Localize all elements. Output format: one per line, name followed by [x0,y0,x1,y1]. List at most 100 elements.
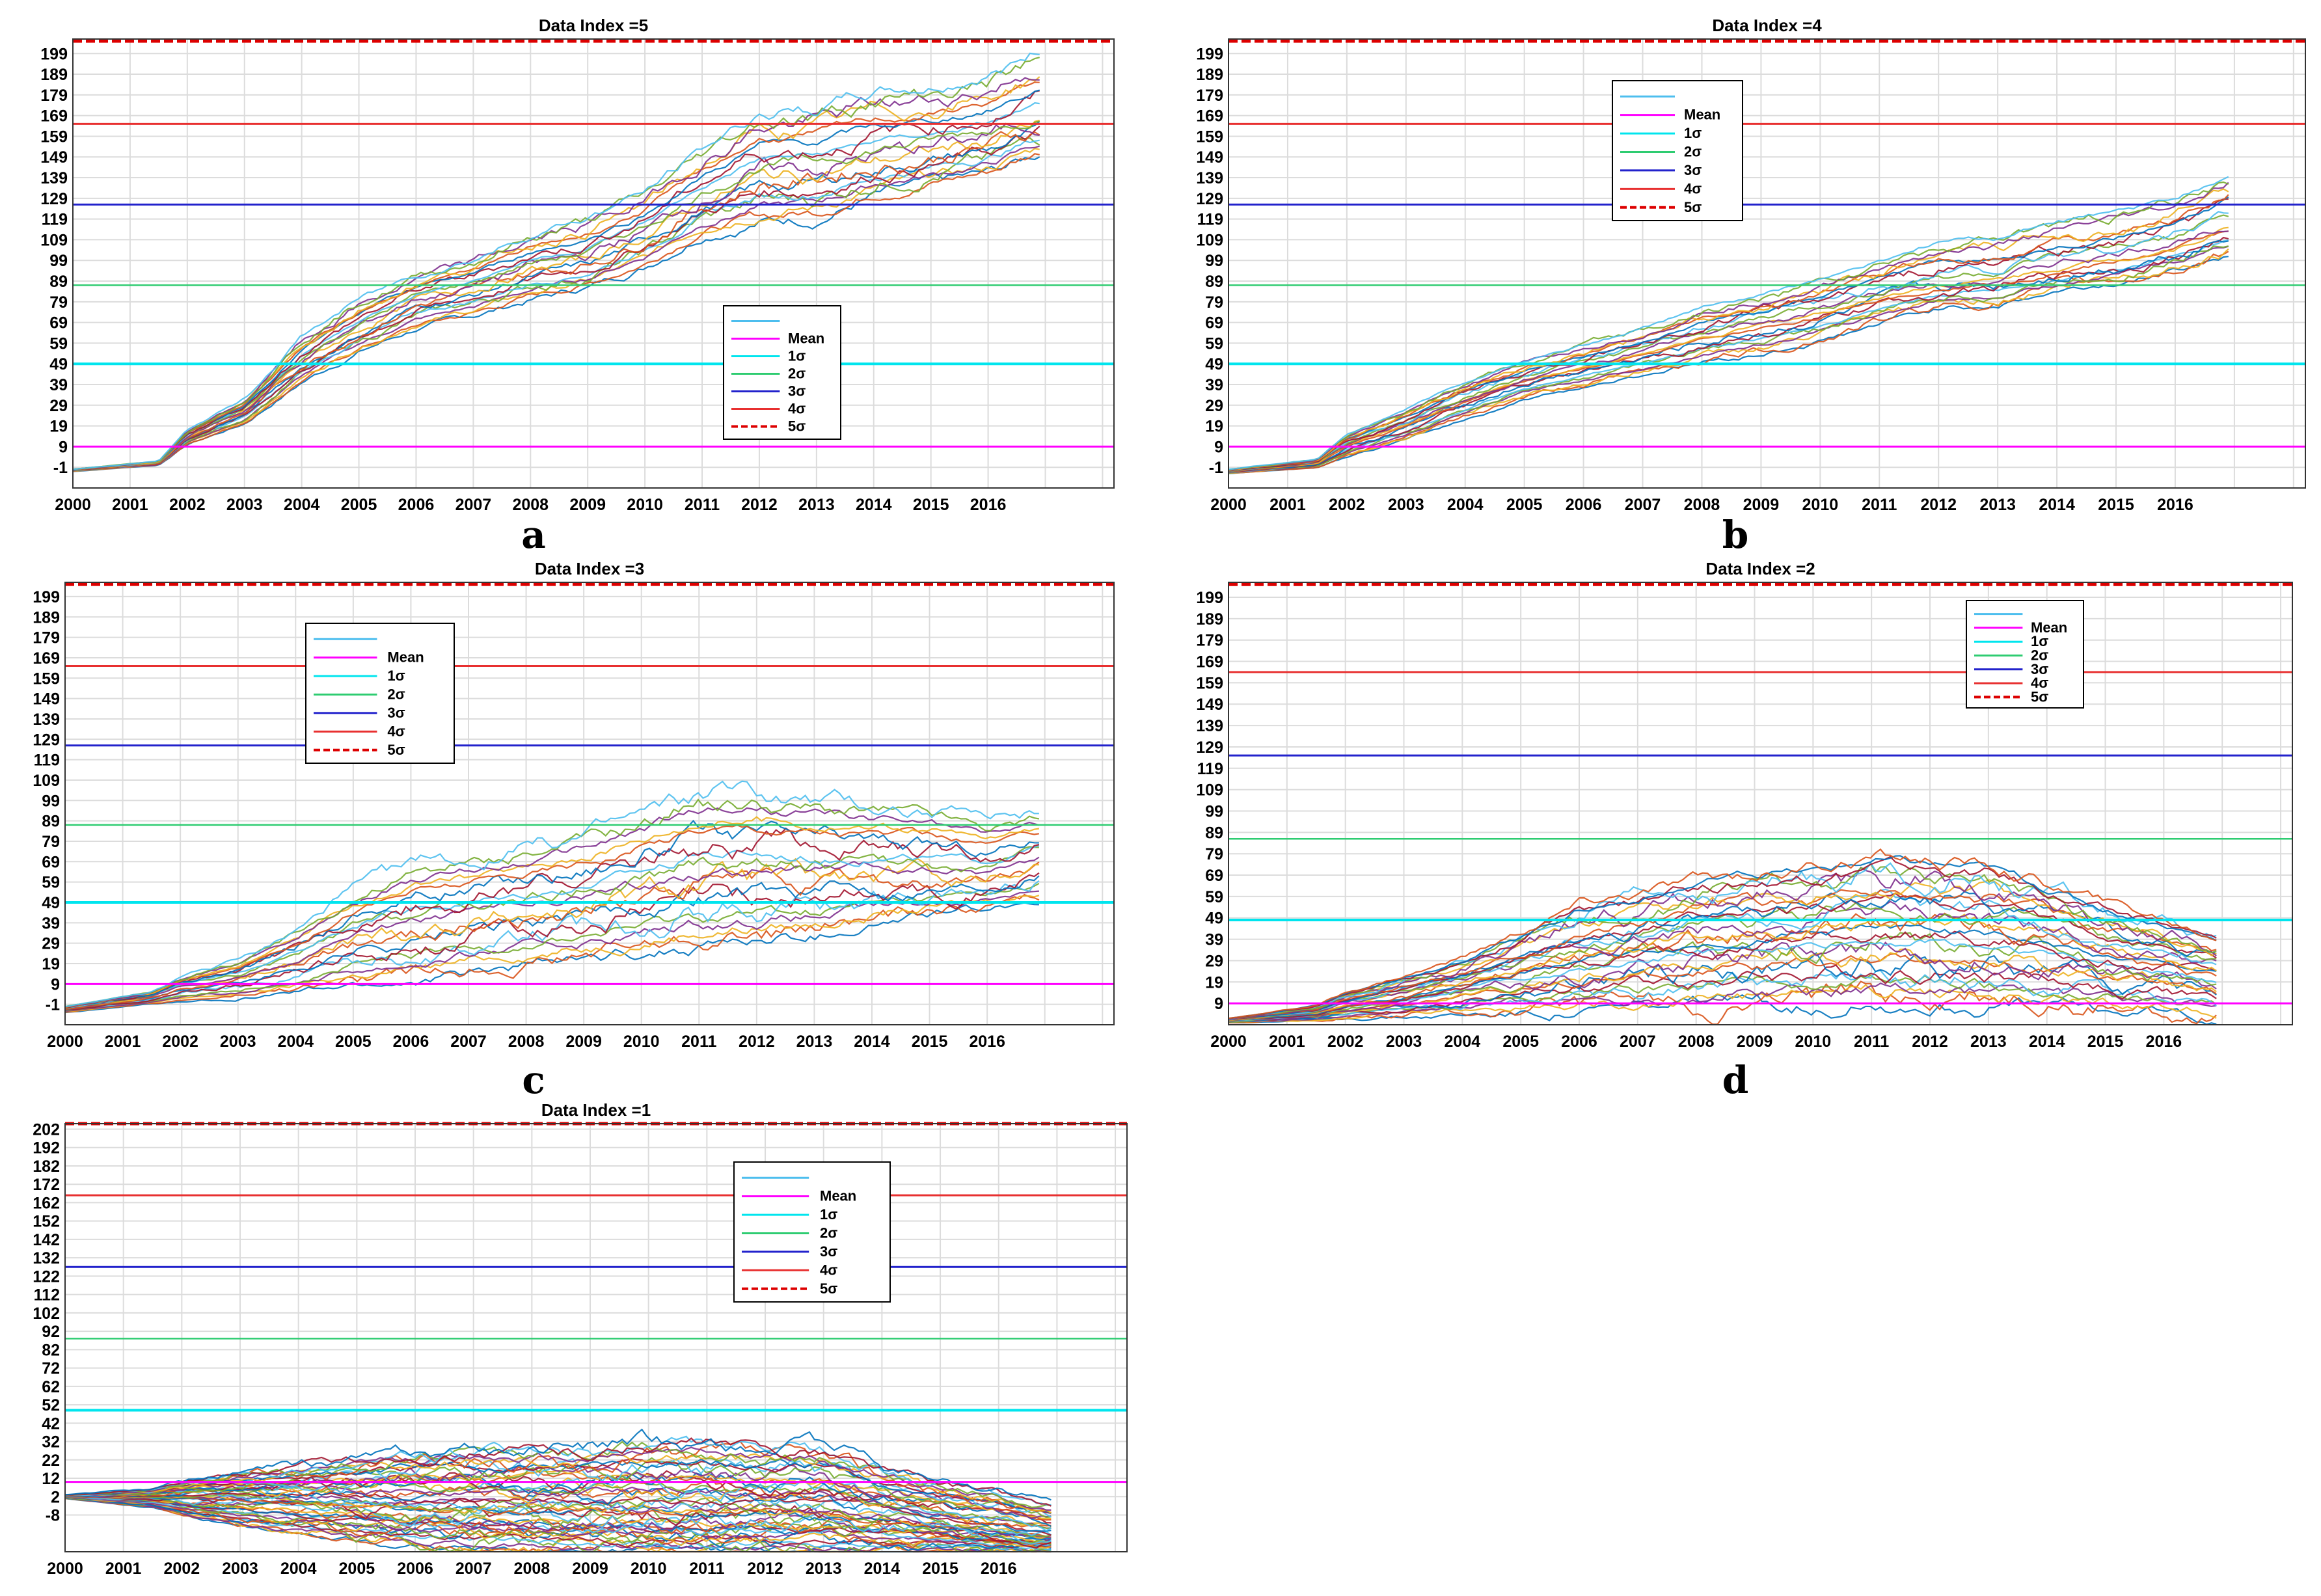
x-tick-label: 2001 [1269,496,1306,514]
y-tick-label: -1 [1209,459,1223,477]
series-line [65,1492,1052,1536]
y-tick-label: 59 [42,874,60,892]
y-tick-label: 132 [33,1249,60,1267]
series-line [72,120,1040,470]
y-tick-label: 122 [33,1267,60,1286]
y-tick-label: 89 [42,813,60,831]
y-tick-label: 9 [59,438,68,456]
panel-label-d: d [1722,1058,1749,1102]
series-lines [72,52,1040,472]
axes-frame [64,1123,1128,1552]
series-line [72,131,1040,470]
y-tick-label: 169 [1196,107,1223,126]
x-tick-label: 2015 [912,1033,948,1051]
x-tick-label: 2012 [739,1033,775,1051]
y-tick-label: 179 [40,87,68,105]
y-tick-label: 2 [51,1488,60,1506]
series-line [64,1493,1052,1539]
y-tick-label: 69 [49,314,68,332]
y-tick-label: -8 [46,1507,60,1525]
legend-label: 3σ [820,1243,837,1260]
x-tick-label: 2014 [864,1560,901,1578]
x-tick-label: 2010 [1795,1033,1832,1051]
series-line [1228,866,2217,1020]
x-tick-label: 2002 [169,496,206,514]
y-tick-label: 192 [33,1139,60,1157]
y-tick-label: 199 [40,45,68,63]
x-tick-label: 2007 [1620,1033,1656,1051]
series-line [72,139,1040,472]
series-line [72,57,1040,470]
series-line [72,90,1040,470]
x-tick-label: 2003 [226,496,263,514]
x-tick-label: 2006 [398,496,435,514]
y-tick-label: 29 [49,397,68,415]
chart-panel-e: 2000 2001 2002 2003 2004 2005 2006 2007 2008 2009… [33,1100,1128,1578]
y-tick-label: 59 [1205,888,1223,906]
legend-label: 3σ [387,705,405,721]
legend-label: 2σ [788,366,806,382]
y-tick-label: 62 [42,1378,60,1396]
y-tick-label: 159 [33,670,60,688]
series-line [64,1497,1052,1553]
x-tick-label: 2004 [1447,496,1484,514]
legend-label: 1σ [1684,125,1702,141]
x-tick-label: 2003 [220,1033,256,1051]
y-tick-label: 119 [42,211,68,229]
legend-label: 1σ [820,1206,837,1223]
y-tick-label: 22 [42,1452,60,1470]
x-tick-label: 2001 [105,1560,142,1578]
x-tick-label: 2004 [280,1560,317,1578]
series-line [1228,239,2229,473]
y-tick-label: 149 [1196,696,1223,714]
y-tick-label: 49 [42,894,60,912]
x-tick-label: 2014 [854,1033,890,1051]
y-tick-label: 82 [42,1341,60,1359]
y-tick-label: 179 [1196,87,1223,105]
series-line [1228,924,2217,1021]
x-tick-label: 2015 [922,1560,958,1578]
series-line [64,1496,1052,1545]
y-tick-label: 142 [33,1231,60,1249]
series-line [72,52,1040,470]
x-tick-label: 2000 [55,496,91,514]
y-tick-label: 72 [42,1360,60,1378]
axes-frame [64,582,1115,1025]
series-line [64,856,1040,1009]
y-tick-label: 159 [1196,674,1223,692]
y-tick-label: 92 [42,1323,60,1341]
series-line [64,1440,1052,1508]
x-tick-label: 2003 [222,1560,258,1578]
y-tick-label: 129 [40,190,68,208]
series-line [1228,912,2217,1021]
legend-label: Mean [1684,107,1720,123]
axes-frame [1228,38,2306,489]
legend-box [1612,80,1743,221]
x-tick-label: 2005 [1506,496,1543,514]
chart-panel-d: 2000 2001 2002 2003 2004 2005 2006 2007 2008 2009… [1196,559,2293,1051]
legend-label: 2σ [387,686,405,703]
x-tick-label: 2007 [1625,496,1661,514]
y-tick-label: 59 [1205,334,1223,353]
x-tick-label: 2016 [2146,1033,2182,1051]
y-tick-label: 9 [51,975,60,994]
y-tick-label: 169 [40,107,68,126]
series-line [64,1472,1052,1527]
x-tick-label: 2013 [1979,496,2016,514]
chart-title: Data Index =5 [539,16,648,35]
x-tick-label: 2004 [284,496,320,514]
series-line [1228,239,2229,474]
y-tick-label: 119 [1197,760,1223,778]
chart-title: Data Index =1 [541,1100,651,1120]
legend-label: 4σ [387,723,405,739]
x-tick-label: 2004 [1445,1033,1481,1051]
y-tick-label: 79 [1205,293,1223,312]
series-line [1228,230,2229,472]
series-lines [1228,848,2217,1025]
y-tick-label: 109 [1196,231,1223,249]
panel-label-b: b [1722,513,1749,557]
x-tick-label: 2008 [512,496,549,514]
chart-title: Data Index =4 [1712,16,1822,35]
axes-frame [72,38,1115,489]
